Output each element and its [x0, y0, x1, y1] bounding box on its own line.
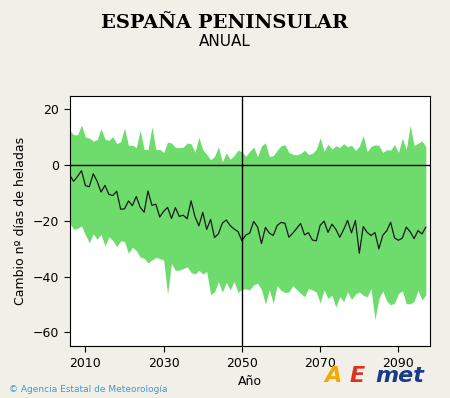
Text: A: A — [324, 366, 341, 386]
Text: ANUAL: ANUAL — [199, 34, 251, 49]
Text: ESPAÑA PENINSULAR: ESPAÑA PENINSULAR — [101, 14, 349, 32]
Y-axis label: Cambio nº días de heladas: Cambio nº días de heladas — [14, 137, 27, 305]
Text: met: met — [375, 366, 424, 386]
Text: E: E — [350, 366, 365, 386]
X-axis label: Año: Año — [238, 375, 262, 388]
Text: © Agencia Estatal de Meteorología: © Agencia Estatal de Meteorología — [9, 385, 167, 394]
